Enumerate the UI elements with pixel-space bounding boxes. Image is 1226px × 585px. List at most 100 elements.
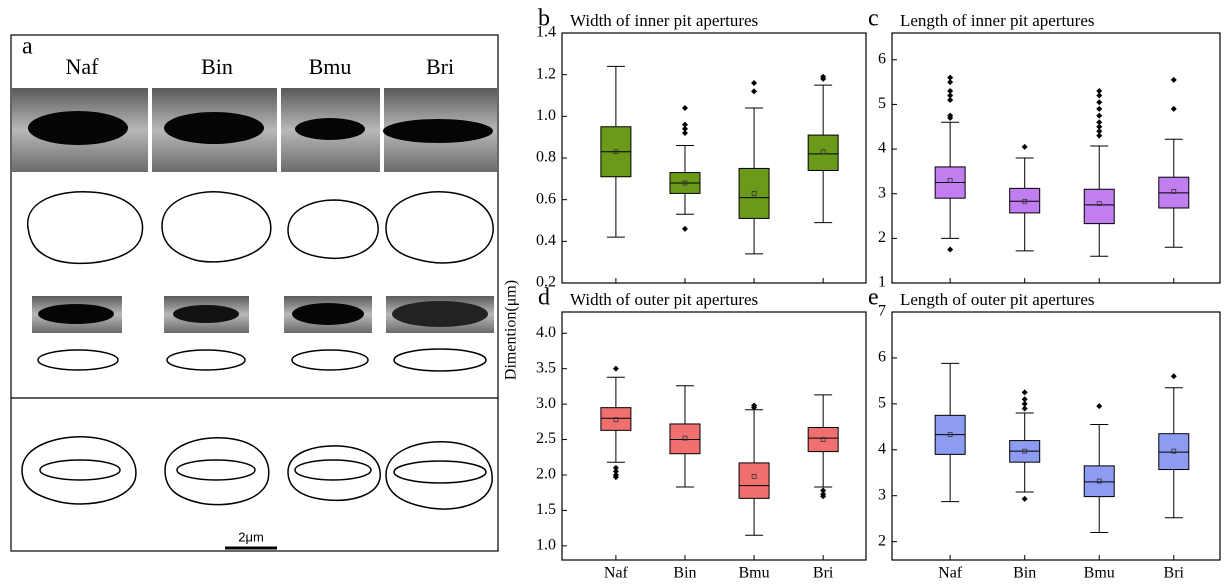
- outline-row-2: [37, 348, 487, 372]
- outlier: [947, 246, 954, 253]
- y-tick-label: 5: [878, 395, 886, 412]
- plot-frame: [891, 32, 1221, 284]
- y-tick-label: 1.2: [536, 65, 556, 82]
- mean: [1171, 448, 1177, 454]
- y-tick-label: 6: [878, 50, 886, 67]
- y-tick-label: 3: [878, 486, 886, 503]
- y-tick-label: 1: [878, 274, 886, 291]
- panel-label: b: [538, 6, 550, 32]
- y-tick-label: 2.0: [536, 466, 556, 483]
- outlier: [1170, 373, 1177, 380]
- mean: [947, 432, 953, 438]
- outlier: [820, 493, 827, 500]
- outlier: [1096, 128, 1103, 135]
- x-tick-label: Naf: [604, 565, 629, 582]
- outlier: [1096, 119, 1103, 126]
- outlier: [820, 487, 827, 494]
- column-label: Bri: [426, 54, 454, 79]
- box: [807, 134, 839, 171]
- outline-row-3: [21, 436, 493, 510]
- panel-a: a Naf Bin Bmu Bri: [10, 34, 499, 552]
- outlier: [751, 404, 758, 411]
- outlier: [1021, 405, 1028, 412]
- y-tick-label: 3.5: [536, 359, 556, 376]
- y-tick-label: 4: [878, 440, 886, 457]
- outlier: [1096, 112, 1103, 119]
- outlier: [820, 75, 827, 82]
- sem-row-2: [32, 296, 494, 333]
- x-tick-label: Bri: [813, 565, 834, 582]
- box: [738, 462, 770, 499]
- panel-label: c: [868, 6, 879, 32]
- mean: [1096, 478, 1102, 484]
- panel-a-frame: [10, 34, 499, 552]
- y-tick-label: 0.2: [536, 274, 556, 291]
- y-tick-label: 2.5: [536, 430, 556, 447]
- plot-frame: [891, 311, 1221, 561]
- outlier: [681, 105, 688, 111]
- outlier: [1021, 143, 1028, 150]
- plot-frame: [561, 32, 867, 284]
- outlier: [612, 474, 619, 481]
- column-label: Naf: [66, 54, 100, 79]
- mean: [820, 149, 826, 155]
- outlier: [612, 464, 619, 471]
- box-panel: b Width of inner pit apertures 0.2 0.4 0.6 0.…: [536, 6, 867, 291]
- scale-label: 2μm: [238, 529, 264, 544]
- box: [600, 407, 632, 431]
- box: [1009, 187, 1041, 214]
- outlier: [947, 79, 954, 86]
- x-tick-label: Bri: [1164, 565, 1185, 582]
- box-panel: c Length of inner pit apertures 1 2 3 4 5 6: [868, 6, 1221, 291]
- y-tick-label: 3.0: [536, 395, 556, 412]
- outline-row-1: [27, 191, 494, 265]
- box: [807, 426, 839, 453]
- box: [1083, 188, 1115, 225]
- y-tick-label: 1.0: [536, 107, 556, 124]
- outlier: [681, 121, 688, 128]
- outlier: [1096, 99, 1103, 106]
- y-tick-label: 5: [878, 95, 886, 112]
- mean: [1022, 198, 1028, 204]
- mean: [820, 437, 826, 442]
- x-tick-label: Bmu: [739, 565, 770, 582]
- box-panel: d Width of outer pit apertures 1.0 1.5 2.0 2.…: [536, 285, 867, 582]
- sem-row-1: [12, 88, 497, 172]
- mean: [613, 149, 619, 155]
- outlier: [947, 96, 954, 103]
- y-tick-label: 1.4: [536, 24, 556, 41]
- mean: [1171, 189, 1177, 194]
- x-tick-label: Bin: [673, 565, 696, 582]
- outlier: [947, 114, 954, 121]
- outlier: [751, 88, 758, 95]
- y-tick-label: 6: [878, 349, 886, 366]
- mean: [947, 177, 953, 183]
- panel-title: Length of outer pit apertures: [900, 290, 1095, 309]
- panel-label: a: [22, 34, 33, 60]
- y-tick-label: 0.6: [536, 190, 556, 207]
- mean: [682, 180, 688, 186]
- outlier: [947, 74, 954, 81]
- y-tick-label: 1.0: [536, 537, 556, 554]
- y-tick-label: 0.8: [536, 149, 556, 166]
- outlier: [612, 365, 619, 372]
- plot-frame: [561, 311, 867, 561]
- outlier: [1021, 389, 1028, 396]
- outlier: [1096, 105, 1103, 112]
- outlier: [1096, 403, 1103, 410]
- outlier: [1021, 495, 1028, 502]
- outlier: [751, 80, 758, 86]
- outlier: [1096, 92, 1103, 99]
- box: [738, 167, 770, 219]
- outlier: [681, 125, 688, 132]
- outlier: [1096, 88, 1103, 95]
- panel-title: Width of outer pit apertures: [570, 290, 758, 309]
- box: [669, 423, 701, 455]
- outlier: [947, 88, 954, 95]
- panel-title: Length of inner pit apertures: [900, 11, 1095, 30]
- box: [1083, 465, 1115, 498]
- panel-label: e: [868, 285, 879, 311]
- outlier: [1021, 400, 1028, 407]
- column-label: Bin: [201, 54, 233, 79]
- y-tick-label: 2: [878, 229, 886, 246]
